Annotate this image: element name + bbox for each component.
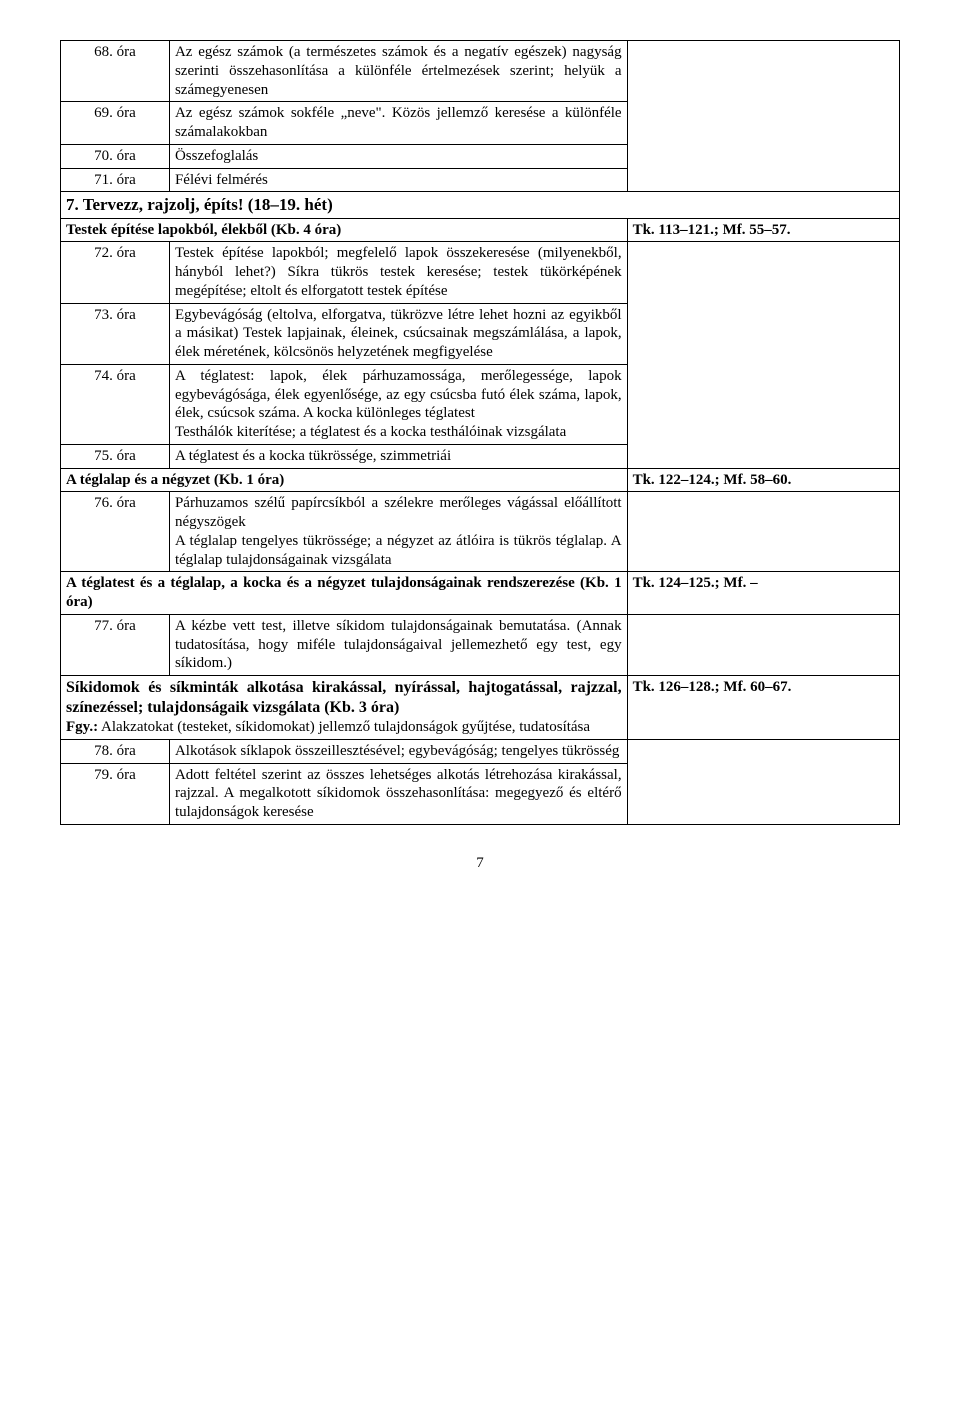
rows-78-79-ref [627,739,899,824]
row-72: 72. óra Testek építése lapokból; megfele… [61,242,900,303]
subsection-4-ref: Tk. 126–128.; Mf. 60–67. [627,676,899,740]
row-68-label: 68. óra [61,41,170,102]
row-70-label: 70. óra [61,144,170,168]
subsection-2: A téglalap és a négyzet (Kb. 1 óra) Tk. … [61,468,900,492]
row-69-label: 69. óra [61,102,170,145]
row-78-desc: Alkotások síklapok összeillesztésével; e… [169,739,627,763]
subsection-2-ref: Tk. 122–124.; Mf. 58–60. [627,468,899,492]
subsection-1-ref: Tk. 113–121.; Mf. 55–57. [627,218,899,242]
row-78: 78. óra Alkotások síklapok összeilleszté… [61,739,900,763]
subsection-4: Síkidomok és síkminták alkotása kirakáss… [61,676,900,740]
lesson-plan-table: 68. óra Az egész számok (a természetes s… [60,40,900,825]
rows-72-75-ref [627,242,899,468]
subsection-2-title: A téglalap és a négyzet (Kb. 1 óra) [61,468,628,492]
row-76-label: 76. óra [61,492,170,572]
row-79-label: 79. óra [61,763,170,824]
row-73-desc: Egybevágóság (eltolva, elforgatva, tükrö… [169,303,627,364]
subsection-3: A téglatest és a téglalap, a kocka és a … [61,572,900,615]
subsection-4-cell: Síkidomok és síkminták alkotása kirakáss… [61,676,628,740]
row-74-desc: A téglatest: lapok, élek párhuzamossága,… [169,364,627,444]
row-71-label: 71. óra [61,168,170,192]
row-71-desc: Félévi felmérés [169,168,627,192]
row-68: 68. óra Az egész számok (a természetes s… [61,41,900,102]
row-69-desc: Az egész számok sokféle „neve". Közös je… [169,102,627,145]
subsection-3-ref: Tk. 124–125.; Mf. – [627,572,899,615]
subsection-4-fgy: Fgy.: Alakzatokat (testeket, síkidomokat… [66,718,622,737]
row-77-ref [627,614,899,675]
row-77: 77. óra A kézbe vett test, illetve síkid… [61,614,900,675]
row-76-ref [627,492,899,572]
subsection-1: Testek építése lapokból, élekből (Kb. 4 … [61,218,900,242]
row-68-71-ref [627,41,899,192]
row-77-label: 77. óra [61,614,170,675]
row-78-label: 78. óra [61,739,170,763]
subsection-4-title: Síkidomok és síkminták alkotása kirakáss… [66,678,622,718]
row-76-desc: Párhuzamos szélű papírcsíkból a szélekre… [169,492,627,572]
row-74-label: 74. óra [61,364,170,444]
fgy-prefix: Fgy.: [66,719,98,735]
row-68-desc: Az egész számok (a természetes számok és… [169,41,627,102]
row-75-desc: A téglatest és a kocka tükrössége, szimm… [169,444,627,468]
row-70-desc: Összefoglalás [169,144,627,168]
subsection-1-title: Testek építése lapokból, élekből (Kb. 4 … [61,218,628,242]
row-73-label: 73. óra [61,303,170,364]
row-76: 76. óra Párhuzamos szélű papírcsíkból a … [61,492,900,572]
subsection-3-title: A téglatest és a téglalap, a kocka és a … [61,572,628,615]
section-7-header: 7. Tervezz, rajzolj, építs! (18–19. hét) [61,192,900,218]
row-77-desc: A kézbe vett test, illetve síkidom tulaj… [169,614,627,675]
row-75-label: 75. óra [61,444,170,468]
row-72-label: 72. óra [61,242,170,303]
row-79-desc: Adott feltétel szerint az összes lehetsé… [169,763,627,824]
section-7-title: 7. Tervezz, rajzolj, építs! (18–19. hét) [61,192,900,218]
row-72-desc: Testek építése lapokból; megfelelő lapok… [169,242,627,303]
page-number: 7 [60,855,900,872]
fgy-text: Alakzatokat (testeket, síkidomokat) jell… [98,719,590,735]
